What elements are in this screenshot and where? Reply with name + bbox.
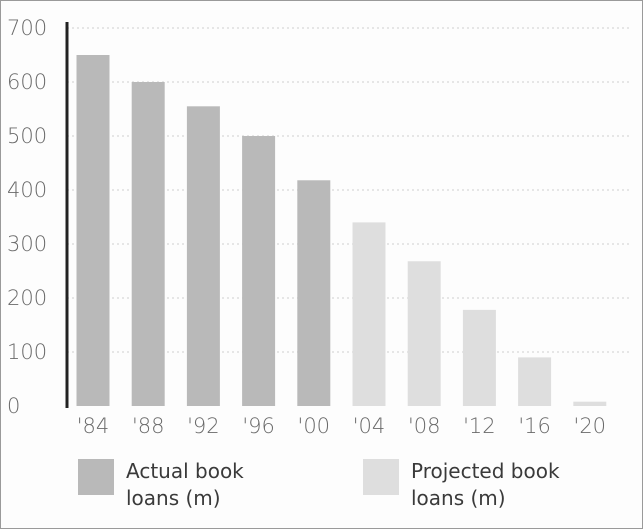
legend-label-line1: Projected book xyxy=(411,459,560,483)
bar-projected xyxy=(407,261,441,406)
bar-actual xyxy=(131,82,165,406)
x-tick-label: '20 xyxy=(574,414,607,438)
y-tick-label: 600 xyxy=(7,70,47,94)
bar-projected xyxy=(518,357,552,406)
y-axis-tick-labels: 700 600 500 400 300 200 100 0 xyxy=(7,16,47,418)
x-tick-label: '12 xyxy=(463,414,496,438)
legend-label-line2: loans (m) xyxy=(126,486,221,510)
y-tick-label: 300 xyxy=(7,232,47,256)
x-tick-label: '04 xyxy=(353,414,386,438)
bar-actual xyxy=(242,136,276,406)
y-tick-label: 100 xyxy=(7,340,47,364)
x-tick-label: '92 xyxy=(187,414,220,438)
bars xyxy=(76,55,607,407)
y-tick-label: 200 xyxy=(7,286,47,310)
legend-label-line2: loans (m) xyxy=(411,486,506,510)
x-tick-label: '84 xyxy=(77,414,110,438)
x-tick-label: '08 xyxy=(408,414,441,438)
legend-swatch xyxy=(78,459,114,495)
x-tick-label: '96 xyxy=(242,414,275,438)
bar-projected xyxy=(352,222,386,406)
y-tick-label: 500 xyxy=(7,124,47,148)
y-tick-label: 0 xyxy=(7,394,20,418)
x-axis-tick-labels: '84 '88 '92 '96 '00 '04 '08 '12 '16 '20 xyxy=(77,414,606,438)
bar-projected xyxy=(573,401,607,406)
y-tick-label: 400 xyxy=(7,178,47,202)
bar-projected xyxy=(462,309,496,406)
legend-swatch xyxy=(363,459,399,495)
bar-actual xyxy=(186,106,220,407)
x-tick-label: '88 xyxy=(132,414,165,438)
x-tick-label: '16 xyxy=(518,414,551,438)
grid-lines xyxy=(67,27,632,353)
bar-actual xyxy=(297,180,331,406)
y-tick-label: 700 xyxy=(7,16,47,40)
legend: Actual book loans (m) Projected book loans … xyxy=(78,459,560,510)
x-tick-label: '00 xyxy=(298,414,331,438)
bar-actual xyxy=(76,55,110,406)
legend-label-line1: Actual book xyxy=(126,459,244,483)
